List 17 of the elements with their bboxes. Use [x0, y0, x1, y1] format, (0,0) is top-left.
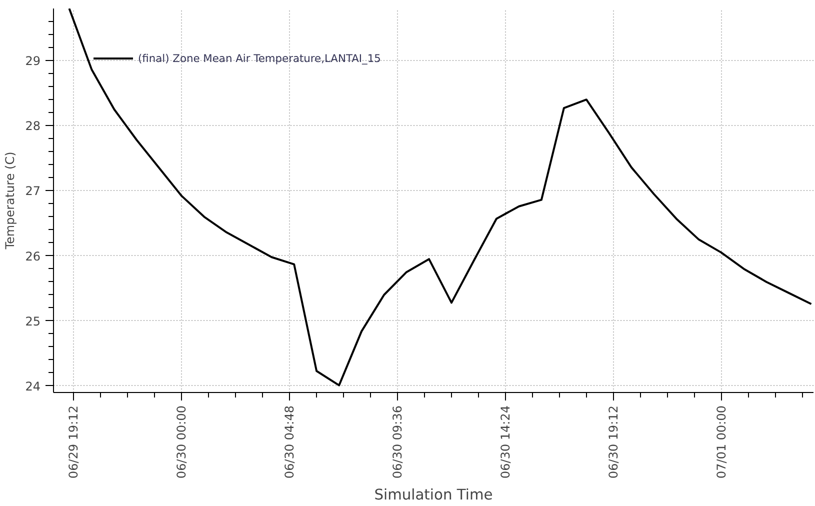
y-tick-label: 24 [25, 379, 41, 394]
y-tick-label: 25 [25, 314, 41, 328]
x-tick-label: 06/30 14:24 [498, 405, 512, 478]
x-tick-label: 06/30 09:36 [390, 405, 405, 478]
y-tick-label: 26 [25, 249, 41, 264]
y-tick-label: 29 [25, 54, 41, 68]
legend-label: (final) Zone Mean Air Temperature,LANTAI_15 [138, 52, 381, 64]
x-tick-label: 06/29 19:12 [66, 405, 81, 478]
line-series [68, 8, 812, 386]
x-tick-label: 06/30 04:48 [282, 405, 297, 478]
y-axis-title: Temperature (C) [3, 152, 18, 250]
y-tick-label: 27 [25, 184, 41, 198]
x-tick-label: 06/30 19:12 [606, 405, 620, 478]
y-tick-label: 28 [25, 119, 41, 134]
x-tick-label: 06/30 00:00 [174, 405, 189, 478]
x-axis-title: Simulation Time [374, 486, 493, 504]
x-tick-label: 07/01 00:00 [714, 405, 728, 478]
